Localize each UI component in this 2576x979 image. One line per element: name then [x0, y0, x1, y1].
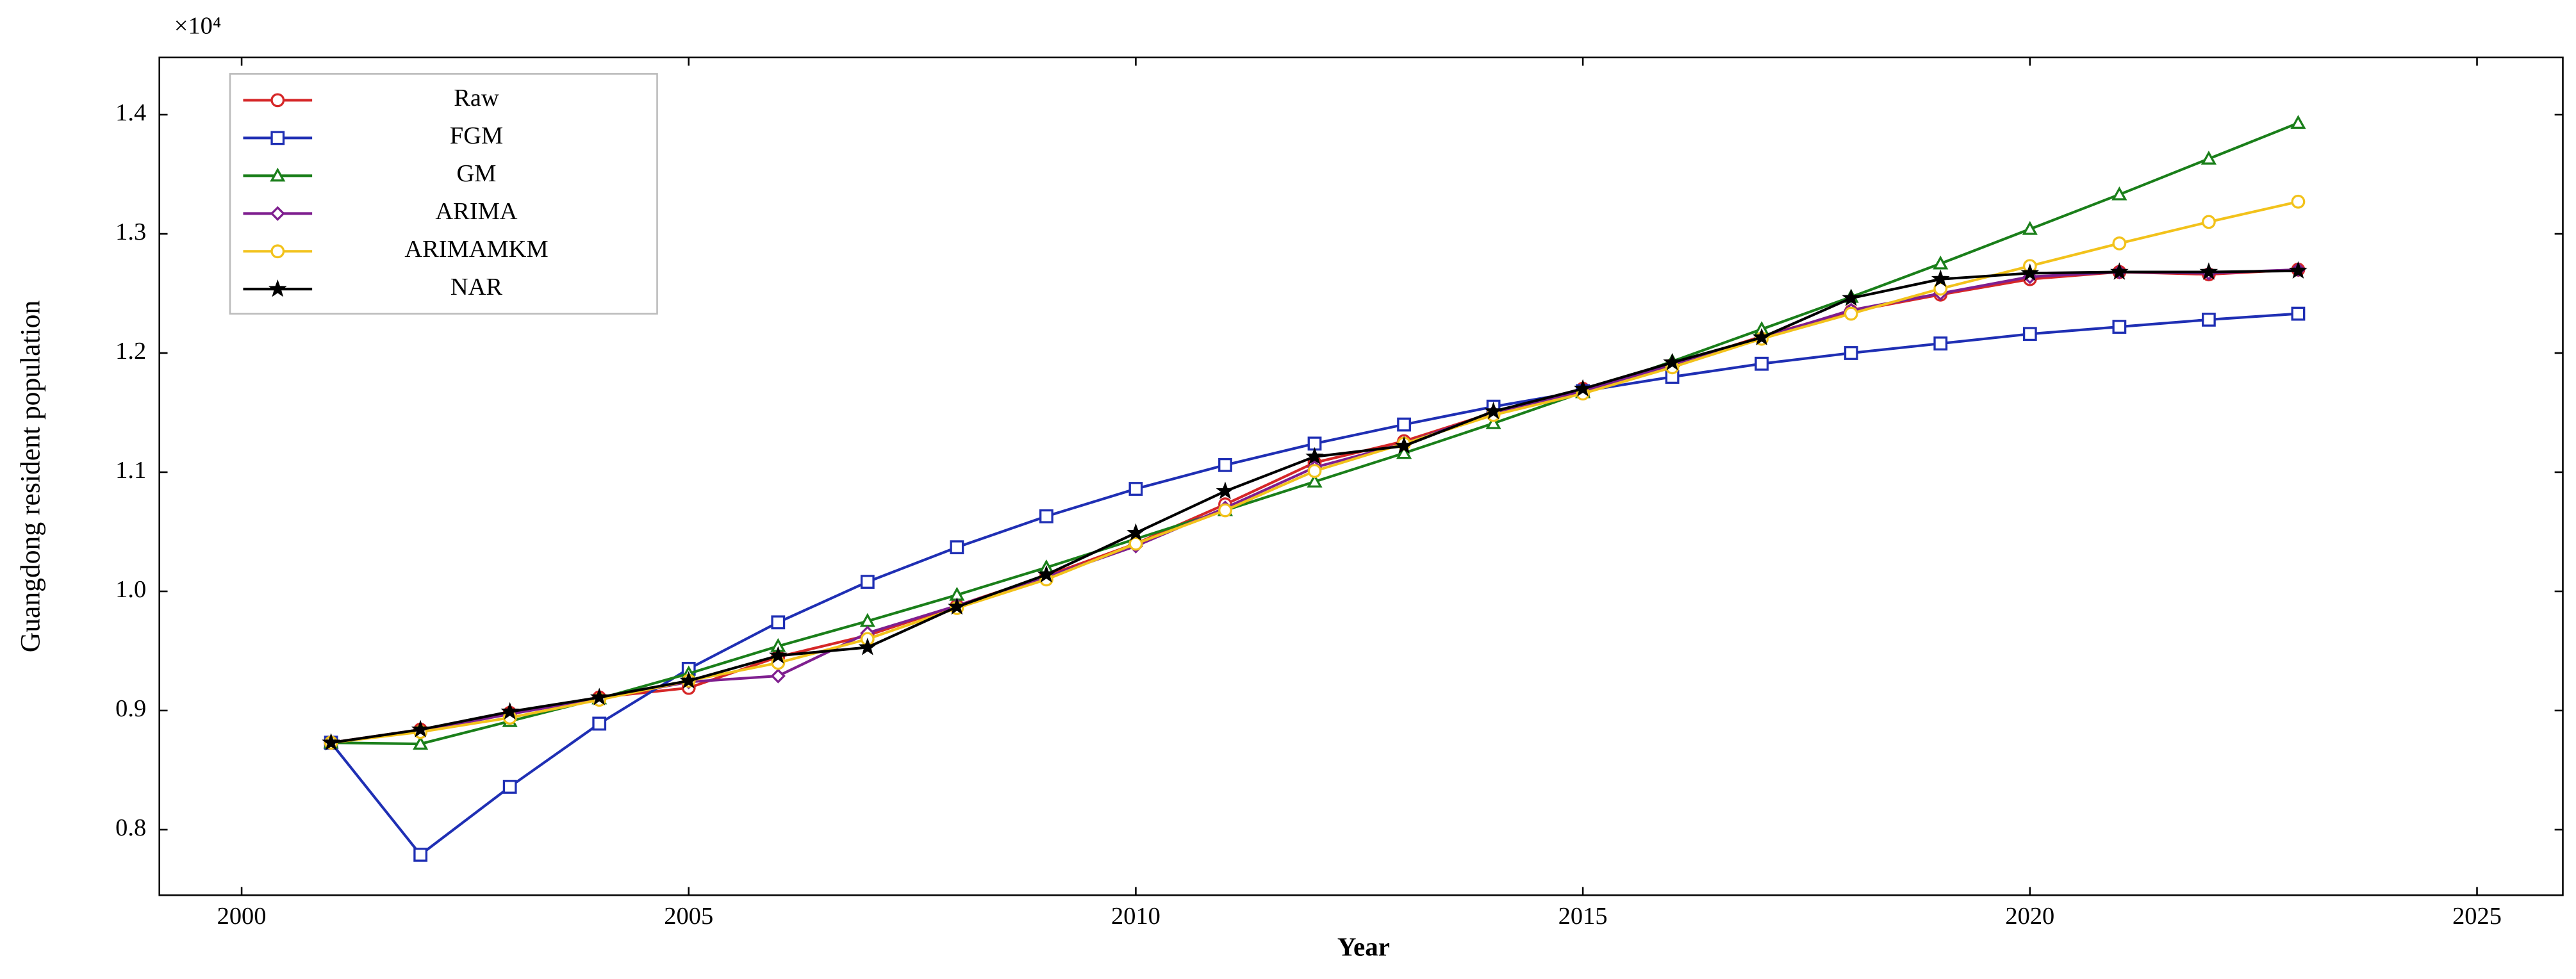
marker — [1752, 327, 1771, 346]
marker — [2112, 236, 2127, 251]
marker — [590, 687, 609, 705]
marker — [948, 597, 966, 615]
marker — [1307, 464, 1322, 479]
marker — [2289, 261, 2308, 279]
marker — [950, 540, 964, 555]
legend-box — [229, 73, 658, 315]
marker — [2022, 220, 2038, 235]
marker — [1396, 445, 1412, 459]
marker — [860, 575, 875, 589]
y-tick-label: 1.3 — [115, 218, 146, 245]
marker — [1663, 352, 1682, 371]
marker — [592, 716, 607, 731]
legend-marker — [270, 206, 285, 221]
marker — [2200, 151, 2217, 165]
series-line — [331, 269, 2299, 745]
legend-marker — [268, 279, 287, 297]
marker — [1216, 481, 1235, 499]
marker — [2110, 262, 2129, 280]
marker — [1128, 482, 1143, 496]
marker — [770, 668, 786, 684]
y-tick-label: 1.2 — [115, 338, 146, 365]
y-axis-label: Guangdong resident population — [15, 300, 45, 653]
marker — [2291, 194, 2306, 209]
marker — [1844, 306, 1858, 321]
marker — [859, 613, 875, 627]
x-axis-label: Year — [1337, 932, 1390, 961]
marker — [2291, 306, 2306, 321]
y-tick-label: 1.1 — [115, 457, 146, 484]
marker — [2111, 186, 2127, 201]
marker — [322, 733, 340, 751]
marker — [413, 736, 429, 750]
legend-marker — [270, 167, 286, 182]
marker — [771, 615, 786, 630]
marker — [1127, 523, 1145, 541]
marker — [1039, 509, 1053, 523]
marker — [1573, 379, 1592, 397]
marker — [1307, 473, 1323, 488]
legend-marker — [270, 131, 285, 145]
marker — [2199, 262, 2218, 280]
x-tick-label: 2025 — [2452, 903, 2502, 930]
marker — [1218, 503, 1232, 518]
y-multiplier: ×10⁴ — [174, 12, 222, 39]
marker — [411, 720, 430, 737]
marker — [2290, 115, 2306, 129]
series-line — [331, 268, 2299, 745]
y-tick-label: 0.9 — [115, 695, 146, 722]
marker — [413, 848, 428, 862]
legend-label: ARIMAMKM — [404, 236, 548, 263]
marker — [502, 780, 517, 794]
marker — [500, 702, 520, 720]
marker — [858, 638, 877, 655]
y-tick-label: 1.4 — [115, 99, 146, 126]
legend-marker — [270, 93, 285, 108]
marker — [2202, 215, 2216, 229]
marker — [1394, 436, 1414, 454]
marker — [1933, 255, 1949, 270]
marker — [2202, 313, 2216, 327]
legend-label: GM — [457, 160, 497, 187]
series-line — [331, 268, 2299, 745]
legend-label: ARIMA — [435, 198, 517, 225]
legend-label: NAR — [450, 274, 503, 300]
marker — [1933, 336, 1948, 351]
marker — [1842, 288, 1861, 306]
marker — [2112, 320, 2127, 334]
legend-marker — [270, 244, 285, 259]
marker — [679, 671, 698, 689]
marker — [1484, 402, 1503, 420]
series-line — [330, 312, 2299, 857]
legend-label: FGM — [450, 122, 503, 149]
legend-label: Raw — [454, 85, 499, 111]
marker — [1754, 356, 1769, 371]
x-tick-label: 2020 — [2005, 903, 2054, 930]
marker — [1397, 417, 1411, 432]
x-tick-label: 2005 — [664, 903, 713, 930]
marker — [1305, 447, 1324, 465]
x-tick-label: 2015 — [1558, 903, 1608, 930]
y-tick-label: 0.8 — [115, 814, 146, 841]
marker — [768, 646, 788, 664]
marker — [2022, 327, 2037, 341]
marker — [1128, 536, 1143, 551]
marker — [1037, 564, 1056, 583]
marker — [1844, 346, 1858, 360]
marker — [1931, 269, 1950, 287]
marker — [1218, 457, 1232, 472]
y-tick-label: 1.0 — [115, 576, 146, 603]
marker — [1485, 415, 1501, 429]
x-tick-label: 2010 — [1111, 903, 1160, 930]
x-tick-label: 2000 — [217, 903, 267, 930]
marker — [2020, 263, 2040, 281]
plot-frame — [158, 56, 2564, 896]
